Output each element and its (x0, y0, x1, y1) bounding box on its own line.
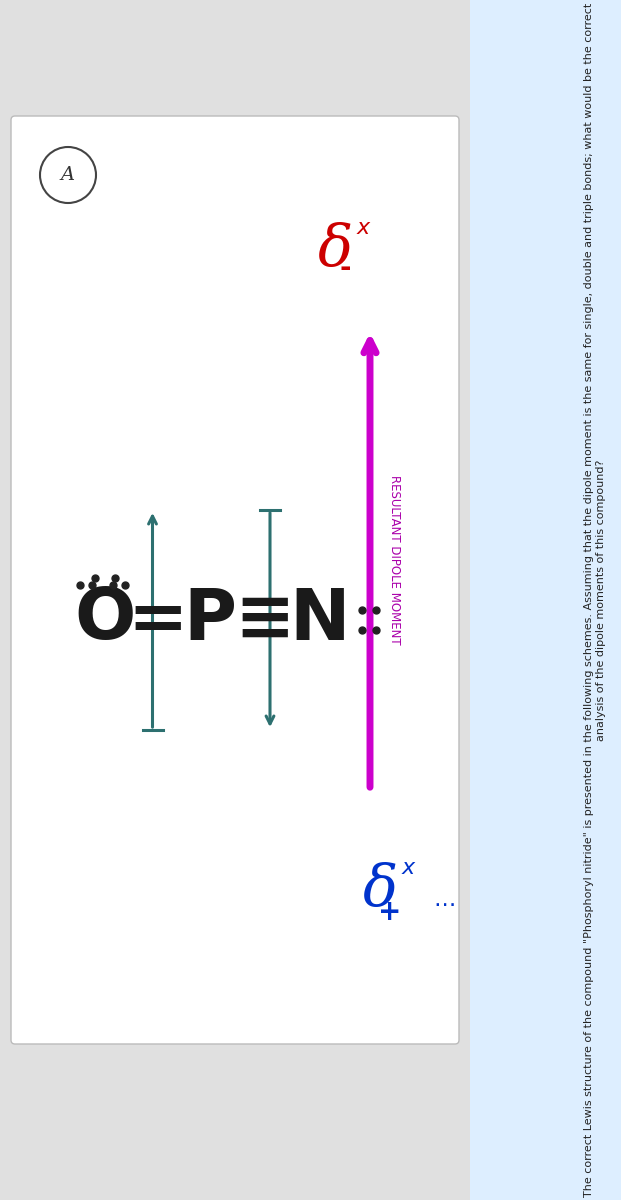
Text: O: O (75, 586, 135, 654)
Text: ≡: ≡ (235, 586, 295, 654)
Text: δ: δ (317, 222, 353, 278)
Text: A: A (61, 166, 75, 184)
Text: +: + (378, 898, 402, 926)
Text: x: x (401, 858, 415, 878)
Text: δ: δ (363, 862, 397, 918)
Text: x: x (356, 218, 369, 238)
Bar (470, 0, 621, 1200)
Text: RESULTANT DIPOLE MOMENT: RESULTANT DIPOLE MOMENT (388, 475, 401, 644)
Text: =: = (127, 586, 188, 654)
FancyBboxPatch shape (11, 116, 459, 1044)
Text: -: - (339, 254, 351, 282)
Text: The correct Lewis structure of the compound "Phosphoryl nitride" is presented in: The correct Lewis structure of the compo… (584, 2, 606, 1198)
Text: N: N (290, 586, 350, 654)
Circle shape (40, 146, 96, 203)
Text: …: … (434, 890, 456, 910)
Text: P: P (183, 586, 237, 654)
